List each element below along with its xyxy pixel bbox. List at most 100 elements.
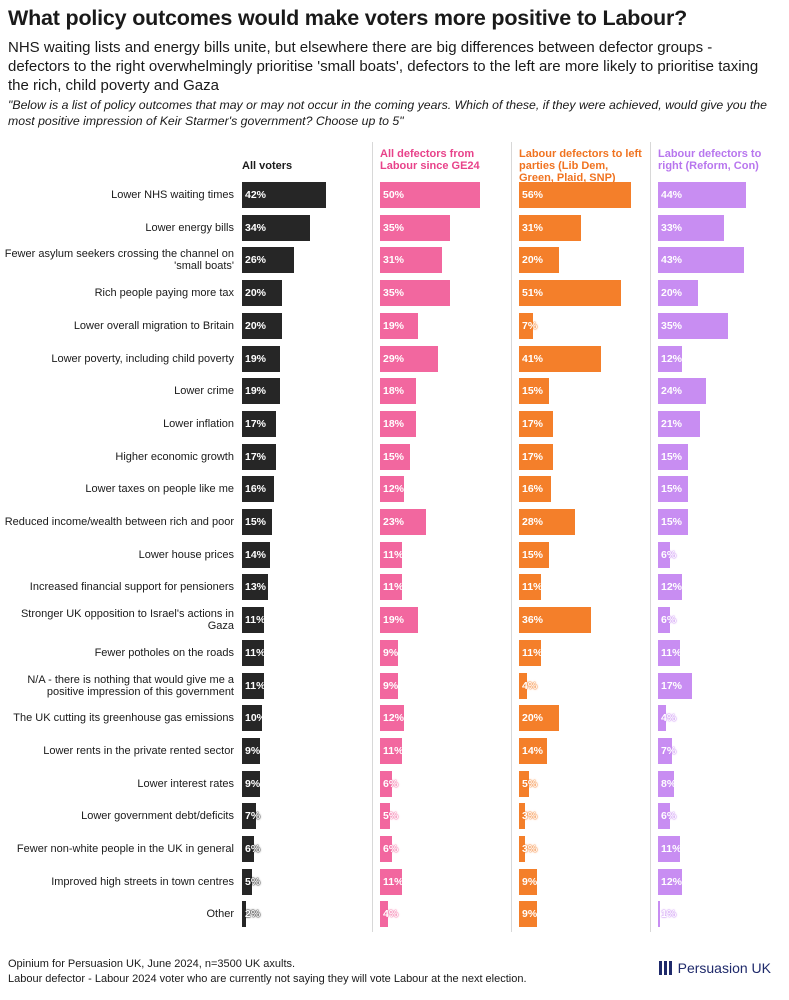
bar-3: [519, 247, 559, 274]
bar-1: [242, 509, 272, 535]
bar-2: [380, 607, 418, 634]
footer: Opinium for Persuasion UK, June 2024, n=…: [8, 957, 608, 987]
data-label: 17%: [245, 417, 267, 430]
bar-4: [658, 410, 700, 437]
bar-4: [658, 541, 670, 568]
data-label: 31%: [522, 221, 544, 234]
bar-1: [242, 901, 246, 928]
data-label: 18%: [383, 417, 405, 430]
data-label: 15%: [522, 548, 544, 561]
data-label: 43%: [661, 254, 683, 267]
bar-3: [519, 182, 631, 208]
data-label: 13%: [245, 581, 267, 594]
column-header-2: All defectors from Labour since GE24: [380, 148, 480, 172]
data-label: 35%: [383, 221, 405, 234]
data-label: 28%: [522, 516, 544, 528]
category-label: Lower crime: [174, 385, 234, 398]
bar-4: [658, 639, 680, 666]
bar-1: [242, 443, 276, 470]
data-label: 9%: [383, 646, 399, 659]
data-label: 3%: [522, 843, 538, 855]
category-label: Lower taxes on people like me: [85, 483, 234, 496]
data-label: 44%: [661, 189, 683, 201]
data-label: 12%: [383, 712, 405, 725]
logo-bars-icon: [658, 961, 672, 975]
data-label: 29%: [383, 352, 405, 365]
category-label: Reduced income/wealth between rich and p…: [4, 516, 234, 528]
bar-4: [658, 901, 660, 928]
bar-4: [658, 378, 706, 405]
bar-1: [242, 378, 280, 405]
data-label: 17%: [245, 450, 267, 463]
bar-3: [519, 803, 525, 830]
data-label: 19%: [245, 385, 267, 398]
bar-3: [519, 737, 547, 764]
data-label: 5%: [383, 810, 399, 823]
category-label: Lower NHS waiting times: [111, 189, 234, 201]
data-label: 17%: [661, 679, 683, 692]
logo-text: Persuasion UK: [677, 960, 771, 976]
data-label: 15%: [522, 385, 544, 398]
bar-3: [519, 770, 529, 797]
data-label: 11%: [522, 646, 543, 659]
bar-3: [519, 378, 549, 405]
data-label: 31%: [383, 254, 405, 267]
data-label: 2%: [245, 908, 261, 921]
data-label: 33%: [661, 221, 683, 234]
column-divider: [650, 142, 651, 932]
data-label: 7%: [245, 810, 261, 823]
data-label: 21%: [661, 417, 683, 430]
bar-1: [242, 868, 252, 895]
data-label: 1%: [661, 908, 677, 921]
data-label: 6%: [245, 843, 261, 855]
column-header-3: Labour defectors to left parties (Lib De…: [519, 148, 642, 184]
category-label: Lower house prices: [138, 548, 234, 561]
bar-4: [658, 868, 682, 895]
bar-1: [242, 705, 262, 732]
bar-4: [658, 476, 688, 503]
data-label: 11%: [383, 875, 404, 888]
bar-1: [242, 247, 294, 274]
bar-2: [380, 541, 402, 568]
bar-3: [519, 672, 527, 699]
data-label: 11%: [522, 581, 543, 594]
bar-3: [519, 868, 537, 895]
data-label: 20%: [245, 287, 267, 300]
bar-4: [658, 280, 698, 307]
bar-2: [380, 509, 426, 535]
bar-1: [242, 770, 260, 797]
data-label: 9%: [245, 777, 261, 790]
data-label: 12%: [661, 581, 683, 594]
data-label: 20%: [245, 319, 267, 332]
bar-4: [658, 247, 744, 274]
data-label: 34%: [245, 221, 267, 234]
bar-1: [242, 345, 280, 372]
category-label: Lower inflation: [163, 417, 234, 430]
bar-1: [242, 672, 264, 699]
data-label: 12%: [383, 483, 405, 496]
data-label: 16%: [522, 483, 544, 496]
data-label: 35%: [661, 319, 683, 332]
category-label: Lower rents in the private rented sector: [43, 744, 234, 757]
category-label: Fewer asylum seekers crossing the channe…: [4, 248, 234, 273]
data-label: 14%: [245, 548, 267, 561]
data-label: 14%: [522, 744, 544, 757]
data-label: 11%: [661, 646, 682, 659]
bar-3: [519, 607, 591, 634]
data-label: 51%: [522, 287, 544, 300]
bar-4: [658, 737, 672, 764]
bar-2: [380, 410, 416, 437]
bar-4: [658, 705, 666, 732]
data-label: 9%: [245, 744, 261, 757]
data-label: 35%: [383, 287, 405, 300]
data-label: 16%: [245, 483, 267, 496]
bar-3: [519, 705, 559, 732]
bar-2: [380, 574, 402, 601]
data-label: 8%: [661, 777, 677, 790]
data-label: 20%: [661, 287, 683, 300]
category-label: Lower government debt/deficits: [81, 810, 234, 823]
category-label: The UK cutting its greenhouse gas emissi…: [13, 712, 234, 725]
data-label: 7%: [522, 319, 538, 332]
chart-title: What policy outcomes would make voters m…: [8, 6, 688, 30]
data-label: 15%: [383, 450, 405, 463]
